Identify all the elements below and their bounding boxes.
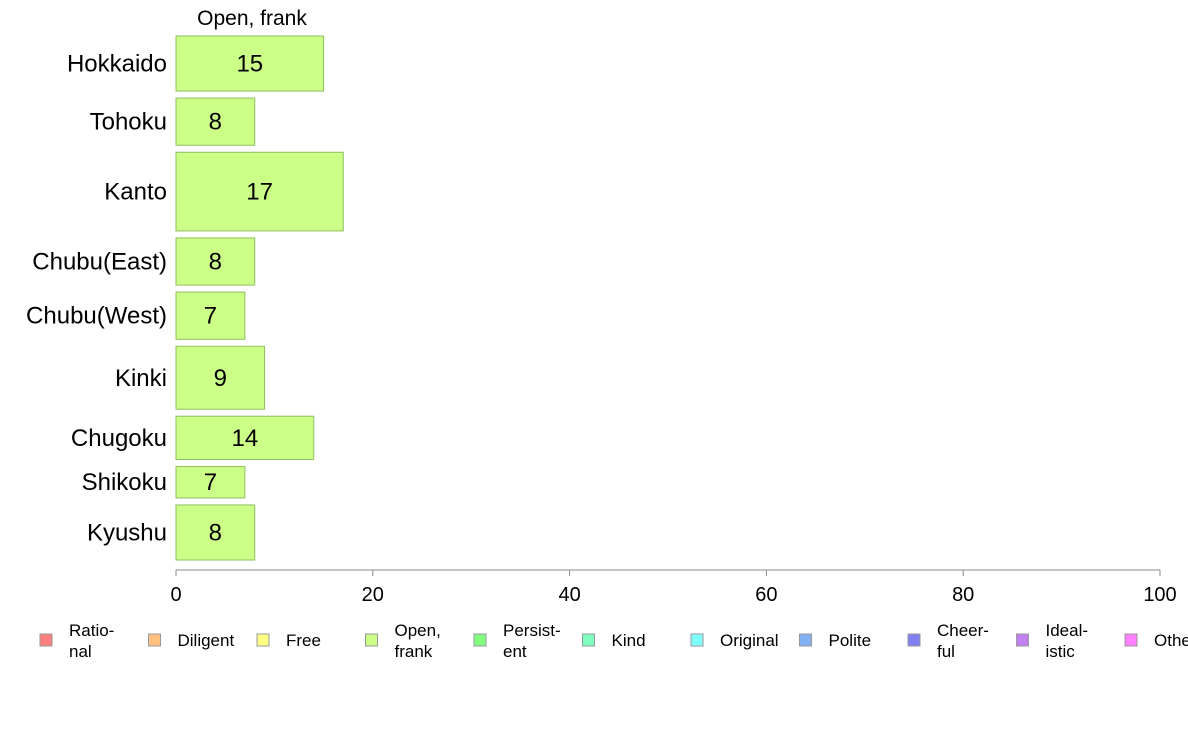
legend-swatch-8 bbox=[907, 633, 921, 647]
bar-value-label-3: 8 bbox=[209, 249, 222, 276]
series-title: Open, frank bbox=[197, 7, 307, 30]
legend-label-9: Ideal-istic bbox=[1046, 621, 1089, 661]
legend-label-10: Othe bbox=[1154, 631, 1188, 650]
x-axis: 0 20 40 60 80 100 bbox=[170, 569, 1177, 606]
legend-swatch-9 bbox=[1016, 633, 1029, 647]
legend-label-8: Cheer-ful bbox=[937, 621, 989, 661]
legend-swatch-1 bbox=[148, 633, 161, 647]
x-tick-label-3: 60 bbox=[755, 584, 777, 606]
bars: Hokkaido 15 Tohoku 8 Kanto 17 Chubu(East) 8 Chub… bbox=[26, 35, 344, 561]
bar-4 bbox=[175, 291, 246, 340]
category-label-8: Kyushu bbox=[87, 519, 167, 546]
legend-swatch-10 bbox=[1124, 633, 1138, 647]
bar-7 bbox=[175, 465, 246, 499]
bar-value-label-5: 9 bbox=[214, 365, 227, 392]
bar-value-label-7: 7 bbox=[204, 469, 217, 496]
legend-label-5: Kind bbox=[612, 631, 646, 650]
bar-3 bbox=[175, 237, 256, 286]
category-label-6: Chugoku bbox=[71, 425, 167, 452]
bar-5 bbox=[175, 345, 266, 410]
bar-0 bbox=[175, 35, 325, 92]
category-label-1: Tohoku bbox=[90, 109, 167, 136]
legend: Ratio-nal Diligent Free Open, frank Persist-e… bbox=[39, 621, 1188, 661]
bar-6 bbox=[175, 415, 315, 460]
bar-value-label-0: 15 bbox=[236, 51, 263, 78]
legend-label-4: Persist-ent bbox=[503, 621, 561, 661]
legend-swatch-2 bbox=[256, 633, 270, 647]
bar-value-label-2: 17 bbox=[246, 179, 273, 206]
x-tick-label-2: 40 bbox=[558, 584, 580, 606]
category-label-7: Shikoku bbox=[82, 469, 167, 496]
bar-2 bbox=[175, 151, 344, 232]
category-label-0: Hokkaido bbox=[67, 51, 167, 78]
bar-value-label-1: 8 bbox=[209, 109, 222, 136]
legend-swatch-3 bbox=[365, 633, 378, 647]
x-tick-label-1: 20 bbox=[362, 584, 384, 606]
legend-swatch-5 bbox=[582, 633, 595, 647]
category-label-5: Kinki bbox=[115, 365, 167, 392]
legend-swatch-7 bbox=[799, 633, 812, 647]
bar-value-label-6: 14 bbox=[232, 425, 259, 452]
legend-label-2: Free bbox=[286, 631, 321, 650]
bar-value-label-8: 8 bbox=[209, 519, 222, 546]
x-tick-label-0: 0 bbox=[170, 584, 181, 606]
legend-label-6: Original bbox=[720, 631, 779, 650]
legend-label-1: Diligent bbox=[178, 631, 235, 650]
legend-swatch-0 bbox=[39, 633, 53, 647]
x-tick-label-5: 100 bbox=[1143, 584, 1176, 606]
legend-swatch-6 bbox=[690, 633, 704, 647]
legend-swatch-4 bbox=[473, 633, 487, 647]
category-label-4: Chubu(West) bbox=[26, 303, 167, 330]
bar-1 bbox=[175, 97, 256, 146]
category-label-2: Kanto bbox=[104, 179, 167, 206]
category-label-3: Chubu(East) bbox=[32, 249, 167, 276]
bar-value-label-4: 7 bbox=[204, 303, 217, 330]
legend-label-0: Ratio-nal bbox=[69, 621, 114, 661]
legend-label-7: Polite bbox=[829, 631, 872, 650]
bar-8 bbox=[175, 504, 256, 561]
x-tick-label-4: 80 bbox=[952, 584, 974, 606]
legend-label-3: Open, frank bbox=[395, 621, 441, 661]
